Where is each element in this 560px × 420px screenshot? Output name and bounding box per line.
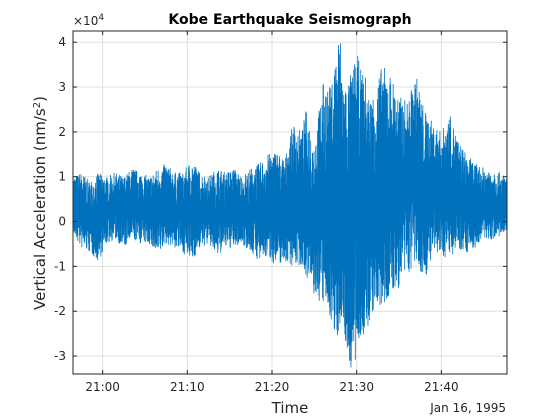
x-tick-label: 21:10	[170, 380, 205, 394]
y-axis-title-superscript: 2	[32, 102, 43, 108]
x-axis-title: Time	[271, 399, 309, 417]
x-tick-label: 21:30	[339, 380, 374, 394]
exponent-base: ×10	[73, 14, 98, 28]
y-tick-label: 1	[58, 170, 66, 184]
y-tick-label: -3	[54, 349, 66, 363]
chart-title: Kobe Earthquake Seismograph	[168, 12, 411, 28]
x-tick-label: 21:20	[255, 380, 290, 394]
x-tick-label: 21:40	[424, 380, 459, 394]
y-axis-title: Vertical Acceleration (nm/s2)	[31, 96, 49, 310]
y-tick-label: 0	[58, 215, 66, 229]
x-tick-label: 21:00	[85, 380, 120, 394]
date-label: Jan 16, 1995	[429, 401, 506, 415]
y-tick-label: 4	[58, 35, 66, 49]
y-tick-label: 3	[58, 80, 66, 94]
tick-label-layer: 21:00 21:10 21:20 21:30 21:40 -3 -2 -1 0 1 2 3 4	[54, 35, 459, 394]
seismograph-trace	[73, 43, 507, 368]
y-tick-label: 2	[58, 125, 66, 139]
plot-clip	[73, 43, 507, 368]
exponent-power: 4	[98, 13, 104, 23]
y-tick-label: -2	[54, 304, 66, 318]
y-axis-title-suffix: )	[31, 96, 49, 102]
tick-layer	[73, 31, 507, 374]
exponent-label: ×104	[73, 13, 104, 28]
y-axis-title-main: Vertical Acceleration (nm/s	[31, 108, 49, 310]
y-tick-label: -1	[54, 259, 66, 273]
plot-border	[72, 30, 508, 375]
svg-text:×104: ×104	[73, 13, 104, 28]
